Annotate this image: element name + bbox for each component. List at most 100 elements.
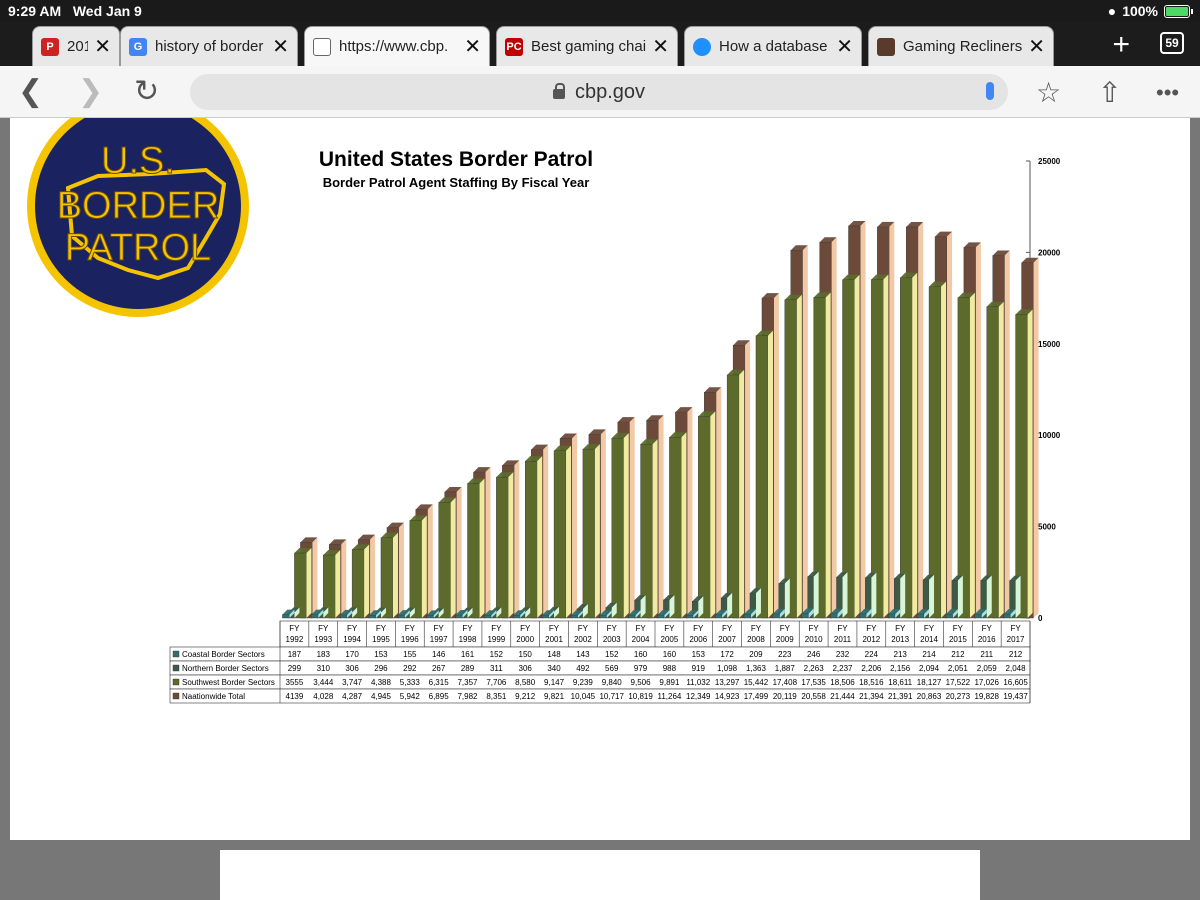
lock-icon xyxy=(552,83,565,99)
data-label: 10,717 xyxy=(599,692,624,701)
bar-side xyxy=(716,387,722,618)
y-tick-label: 20000 xyxy=(1038,248,1061,257)
y-tick-label: 10000 xyxy=(1038,431,1061,440)
x-tick-prefix: FY xyxy=(982,624,993,633)
bar-side xyxy=(364,544,370,618)
bar-2 xyxy=(582,448,596,619)
bar-side xyxy=(727,592,733,618)
tab-close-icon[interactable]: ✕ xyxy=(272,36,289,58)
data-label: 2,263 xyxy=(804,664,825,673)
bar-top xyxy=(743,609,756,615)
data-label: 569 xyxy=(605,664,619,673)
bar-side xyxy=(294,607,300,618)
bar-side xyxy=(929,574,935,618)
data-label: 170 xyxy=(345,650,359,659)
data-label: 2,048 xyxy=(1006,664,1027,673)
data-label: 9,506 xyxy=(631,678,652,687)
url-text: cbp.gov xyxy=(574,80,646,103)
bar-top xyxy=(865,572,877,578)
data-label: 2,051 xyxy=(948,664,969,673)
browser-tab[interactable]: P 2013 g ✕ xyxy=(32,26,120,66)
tab-close-icon[interactable]: ✕ xyxy=(464,36,481,58)
tab-close-icon[interactable]: ✕ xyxy=(94,36,111,58)
bar-top xyxy=(877,221,895,227)
bar-top xyxy=(426,610,439,616)
bar-2 xyxy=(928,286,942,619)
bar-0 xyxy=(311,614,319,619)
bar-side xyxy=(866,608,872,618)
bar-side xyxy=(456,486,462,618)
browser-tab[interactable]: https://www.cbp. ✕ xyxy=(304,26,490,66)
data-label: 4,388 xyxy=(371,678,392,687)
bar-0 xyxy=(339,614,348,619)
bar-side xyxy=(860,221,866,619)
y-tick-label: 0 xyxy=(1038,614,1043,623)
url-bar[interactable]: cbp.gov xyxy=(190,74,1008,110)
data-label: 1,887 xyxy=(775,664,796,673)
bar-top xyxy=(848,221,866,227)
bar-side xyxy=(779,608,785,618)
bookmark-star-icon[interactable]: ☆ xyxy=(1036,77,1062,108)
tab-title: 2013 g xyxy=(67,38,88,55)
bar-side xyxy=(813,571,819,618)
bar-side xyxy=(582,604,588,618)
data-label: 232 xyxy=(836,650,850,659)
browser-tab[interactable]: Gaming Recliners ✕ xyxy=(868,26,1054,66)
bar-side xyxy=(687,407,693,618)
bar-top xyxy=(807,571,819,577)
bar-side xyxy=(669,594,675,618)
bar-side xyxy=(837,608,843,618)
bar-0 xyxy=(743,613,752,619)
bar-side xyxy=(900,573,906,618)
bar-top xyxy=(819,237,837,243)
wifi-icon: ● xyxy=(1107,3,1117,19)
tab-close-icon[interactable]: ✕ xyxy=(1028,36,1045,58)
more-menu-icon[interactable]: ••• xyxy=(1156,80,1180,105)
share-icon[interactable]: ⇧ xyxy=(1098,77,1122,108)
back-icon[interactable]: ❮ xyxy=(18,75,44,108)
data-label: 152 xyxy=(490,650,504,659)
data-label: 4,028 xyxy=(313,692,334,701)
battery-label: 100% xyxy=(1122,3,1158,19)
x-tick-label: 1992 xyxy=(286,635,304,644)
bar-top xyxy=(986,301,1004,307)
data-label: 919 xyxy=(692,664,706,673)
data-label: 213 xyxy=(894,650,908,659)
bar-side xyxy=(745,340,751,618)
data-label: 17,026 xyxy=(974,678,999,687)
forward-icon[interactable]: ❯ xyxy=(78,75,104,108)
tab-close-icon[interactable]: ✕ xyxy=(836,36,853,58)
battery-icon xyxy=(1164,4,1193,18)
tab-close-icon[interactable]: ✕ xyxy=(652,36,669,58)
browser-tab[interactable]: How a database ✕ xyxy=(684,26,862,66)
tab-title: How a database xyxy=(719,38,828,55)
bar-side xyxy=(1027,309,1033,618)
bar-side xyxy=(1004,250,1010,618)
tab-count-button[interactable]: 59 xyxy=(1160,32,1184,54)
bar-top xyxy=(778,578,790,584)
bar-top xyxy=(1003,609,1016,615)
bar-top xyxy=(715,609,728,615)
browser-tab[interactable]: PC Best gaming chai ✕ xyxy=(496,26,678,66)
bar-top xyxy=(323,550,341,556)
x-tick-prefix: FY xyxy=(780,624,791,633)
data-label: 13,297 xyxy=(715,678,740,687)
bar-top xyxy=(1021,257,1039,263)
x-tick-label: 2010 xyxy=(805,635,823,644)
bar-side xyxy=(566,445,572,618)
data-label: 310 xyxy=(317,664,331,673)
bar-2 xyxy=(957,297,971,619)
data-label: 153 xyxy=(374,650,388,659)
new-tab-button[interactable]: + xyxy=(1112,28,1130,61)
reload-icon[interactable]: ↻ xyxy=(134,75,160,108)
bar-top xyxy=(582,444,600,450)
microphone-icon[interactable] xyxy=(986,82,994,100)
bar-top xyxy=(842,274,860,280)
bar-side xyxy=(698,596,704,618)
bar-side xyxy=(975,242,981,619)
usa-map-icon xyxy=(65,167,227,281)
bar-side xyxy=(924,609,930,618)
x-tick-label: 1994 xyxy=(343,635,361,644)
